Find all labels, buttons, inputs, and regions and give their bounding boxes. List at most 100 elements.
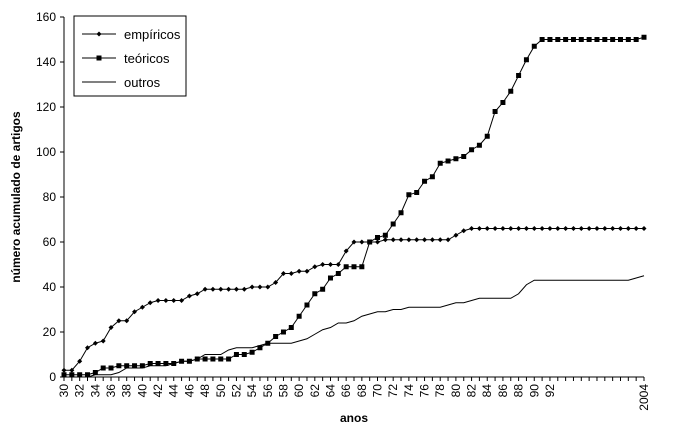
- data-point: [116, 318, 122, 324]
- data-point: [492, 109, 498, 114]
- data-point: [296, 268, 302, 274]
- data-point: [422, 237, 428, 243]
- data-point: [194, 291, 200, 297]
- data-point: [85, 372, 91, 378]
- data-point: [100, 365, 106, 371]
- data-point: [335, 262, 341, 267]
- x-tick-label: 84: [480, 384, 494, 398]
- data-point: [312, 264, 318, 270]
- data-point: [210, 356, 216, 362]
- legend-box: [73, 15, 187, 97]
- y-tick-label: 100: [36, 145, 56, 159]
- legend-item: teóricos: [82, 51, 170, 66]
- data-point: [602, 226, 608, 231]
- x-tick-label: 44: [167, 384, 181, 398]
- data-point: [343, 264, 349, 270]
- data-point: [359, 264, 365, 270]
- data-point: [280, 329, 286, 335]
- x-tick-label: 46: [182, 384, 196, 398]
- data-point: [351, 239, 357, 245]
- x-tick-label: 82: [465, 384, 479, 398]
- data-point: [398, 210, 404, 216]
- data-point: [155, 298, 161, 303]
- data-point: [382, 237, 388, 243]
- data-point: [186, 293, 192, 299]
- data-point: [445, 158, 451, 164]
- x-tick-label: 48: [198, 384, 212, 398]
- data-point: [273, 280, 279, 285]
- data-point: [390, 237, 396, 243]
- data-point: [320, 262, 326, 267]
- data-point: [437, 160, 443, 166]
- data-point: [147, 300, 153, 306]
- data-point: [469, 147, 475, 153]
- data-point: [633, 226, 639, 231]
- x-tick-label: 62: [308, 384, 322, 398]
- data-point: [414, 237, 420, 243]
- data-point: [437, 237, 443, 243]
- data-point: [429, 174, 435, 180]
- data-point: [422, 178, 428, 184]
- data-point: [586, 37, 592, 42]
- data-point: [531, 226, 537, 231]
- x-tick-label: 30: [57, 384, 71, 398]
- legend-item: outros: [82, 75, 161, 90]
- data-point: [210, 286, 216, 292]
- data-point: [77, 372, 83, 378]
- data-point: [523, 226, 529, 231]
- y-tick-label: 140: [36, 55, 56, 69]
- data-point: [257, 284, 263, 290]
- x-tick-label: 34: [88, 384, 102, 398]
- data-point: [304, 302, 310, 308]
- legend-label: outros: [124, 75, 161, 90]
- data-point: [453, 156, 459, 162]
- data-point: [124, 363, 130, 369]
- data-point: [202, 356, 208, 362]
- data-point: [218, 356, 224, 362]
- data-point: [390, 221, 396, 227]
- data-point: [288, 271, 294, 276]
- data-point: [531, 43, 537, 49]
- data-point: [610, 37, 616, 42]
- data-point: [132, 363, 138, 369]
- data-point: [241, 286, 247, 292]
- data-point: [476, 142, 482, 148]
- data-point: [570, 37, 576, 42]
- x-tick-label: 66: [339, 384, 353, 398]
- data-point: [429, 237, 435, 243]
- data-point: [280, 271, 286, 276]
- legend: empíricos teóricos outros: [73, 15, 187, 97]
- x-tick-label: 70: [371, 384, 385, 398]
- data-point: [288, 325, 294, 330]
- x-tick-label: 68: [355, 384, 369, 398]
- data-point: [367, 239, 373, 245]
- data-point: [484, 133, 490, 139]
- data-point: [233, 286, 239, 292]
- x-tick-label: 36: [104, 384, 118, 398]
- data-point: [406, 237, 412, 243]
- data-point: [163, 361, 169, 366]
- data-point: [555, 37, 561, 42]
- data-point: [414, 190, 420, 195]
- data-point: [570, 226, 576, 231]
- y-tick-label: 40: [43, 280, 57, 294]
- data-point: [641, 34, 647, 40]
- data-point: [155, 361, 161, 366]
- data-point: [147, 361, 153, 366]
- legend-item: empíricos: [82, 27, 181, 42]
- series-layer: [61, 34, 647, 378]
- x-tick-label: 72: [386, 384, 400, 398]
- data-point: [226, 356, 232, 362]
- data-point: [100, 338, 106, 344]
- data-point: [500, 100, 506, 105]
- y-tick-label: 80: [43, 190, 57, 204]
- data-point: [398, 237, 404, 243]
- x-tick-label: 64: [323, 384, 337, 398]
- series-2: [61, 34, 647, 378]
- data-point: [179, 298, 185, 303]
- x-tick-label: 58: [276, 384, 290, 398]
- x-tick-label: 92: [543, 384, 557, 398]
- x-tick-label: 2004: [637, 384, 651, 411]
- data-point: [226, 286, 232, 292]
- data-point: [523, 57, 529, 63]
